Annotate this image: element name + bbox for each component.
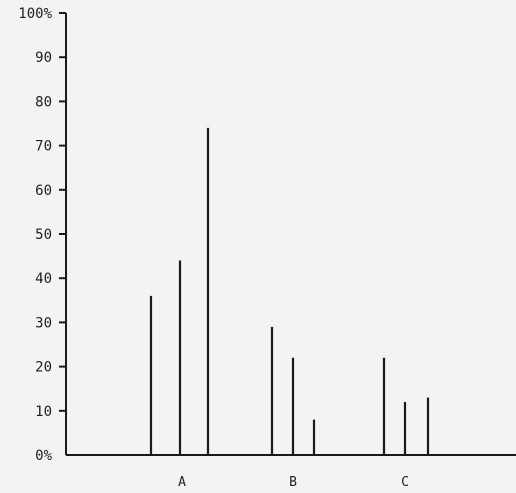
x-category-label: B [289, 475, 297, 490]
y-tick-label: 70 [35, 139, 52, 155]
y-tick-label: 80 [35, 94, 52, 110]
y-tick-label: 20 [35, 360, 52, 376]
y-tick-label: 60 [35, 183, 52, 199]
y-tick-label: 100% [18, 6, 52, 22]
x-axis-categories: A B C [178, 475, 409, 490]
x-category-label: A [178, 475, 186, 490]
y-tick-label: 90 [35, 50, 52, 66]
bars [149, 127, 430, 455]
y-tick-label: 50 [35, 227, 52, 243]
y-tick-label: 0% [35, 448, 52, 464]
y-tick-label: 30 [35, 315, 52, 331]
y-tick-label: 10 [35, 404, 52, 420]
y-tick-label: 40 [35, 271, 52, 287]
x-category-label: C [401, 475, 409, 490]
